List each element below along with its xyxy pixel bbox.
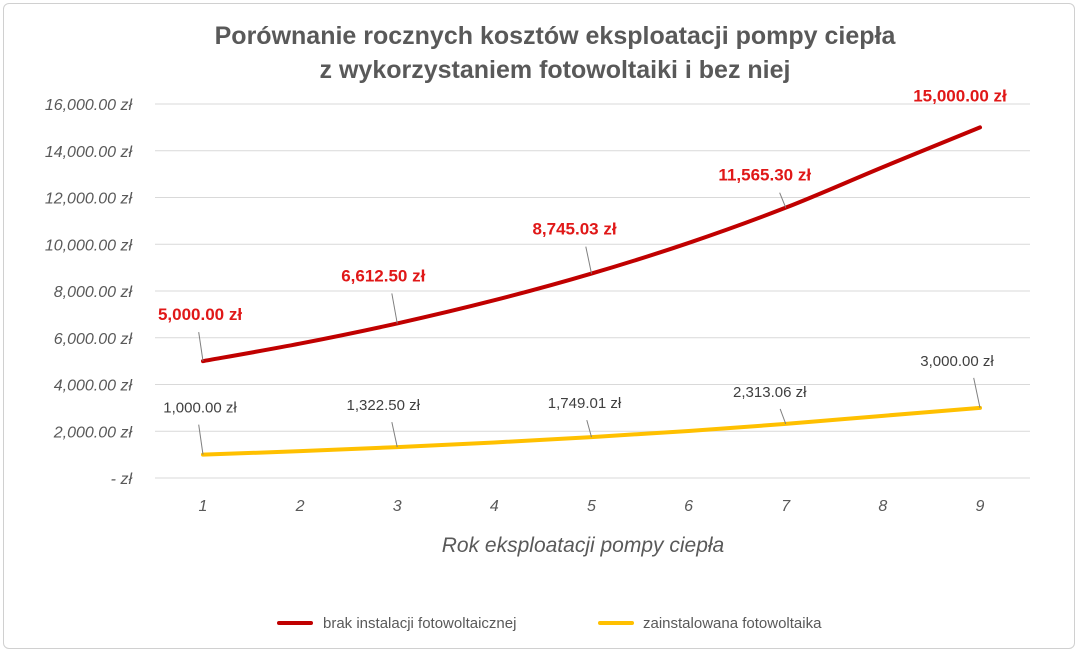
y-tick-label: - zł: [111, 471, 133, 488]
legend-label-1: brak instalacji fotowoltaicznej: [323, 615, 516, 632]
x-tick-label: 5: [587, 498, 596, 515]
x-tick-label: 7: [781, 498, 791, 515]
leader-line: [779, 408, 787, 425]
y-tick-label: 4,000.00 zł: [54, 378, 133, 395]
leader-line: [391, 421, 398, 448]
data-label: 2,313.06 zł: [733, 384, 807, 401]
y-tick-label: 8,000.00 zł: [54, 284, 133, 301]
y-tick-label: 10,000.00 zł: [45, 237, 133, 254]
chart-title-line-1: Porównanie rocznych kosztów eksploatacji…: [214, 22, 896, 50]
leader-line: [973, 377, 981, 408]
data-label: 11,565.30 zł: [718, 166, 811, 185]
x-tick-label: 9: [976, 498, 985, 515]
series-line-2: [201, 405, 982, 457]
leader-line: [586, 419, 592, 438]
y-tick-label: 14,000.00 zł: [45, 144, 133, 161]
x-tick-label: 4: [490, 498, 499, 515]
leader-line: [391, 293, 398, 324]
x-tick-label: 6: [684, 498, 693, 515]
leader-line: [198, 332, 204, 362]
legend-label-2: zainstalowana fotowoltaika: [643, 615, 822, 632]
data-label: 8,745.03 zł: [532, 220, 616, 239]
y-tick-label: 16,000.00 zł: [45, 97, 133, 114]
x-tick-label: 3: [393, 498, 402, 515]
data-label: 5,000.00 zł: [158, 305, 242, 324]
leader-line: [779, 192, 787, 208]
data-label: 6,612.50 zł: [341, 266, 425, 285]
series-line-1: [201, 125, 982, 364]
data-label: 1,322.50 zł: [347, 397, 421, 414]
data-label: 1,749.01 zł: [548, 395, 622, 412]
chart-title-line-2: z wykorzystaniem fotowoltaiki i bez niej: [319, 56, 791, 84]
x-tick-label: 8: [878, 498, 887, 515]
data-label: 1,000.00 zł: [163, 400, 237, 417]
y-tick-label: 12,000.00 zł: [45, 191, 133, 208]
data-label: 3,000.00 zł: [920, 353, 994, 370]
y-tick-label: 2,000.00 zł: [53, 424, 133, 441]
leader-line: [585, 246, 592, 274]
x-tick-label: 2: [295, 498, 305, 515]
data-label: 15,000.00 zł: [913, 86, 1007, 105]
y-tick-label: 6,000.00 zł: [54, 331, 133, 348]
leader-line: [198, 424, 204, 455]
chart-area: [3, 3, 1075, 649]
x-axis-title: Rok eksploatacji pompy ciepła: [442, 534, 724, 557]
x-tick-label: 1: [199, 498, 208, 515]
